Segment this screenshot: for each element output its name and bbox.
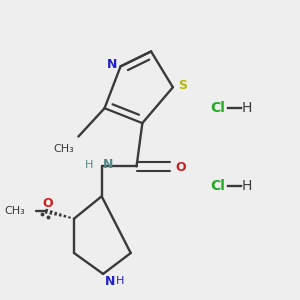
Text: H: H <box>242 101 252 115</box>
Text: CH₃: CH₃ <box>53 144 74 154</box>
Text: CH₃: CH₃ <box>4 206 25 216</box>
Text: Cl: Cl <box>211 101 225 115</box>
Text: O: O <box>176 161 186 174</box>
Text: H: H <box>85 160 93 170</box>
Text: O: O <box>43 197 53 210</box>
Text: N: N <box>103 158 113 171</box>
Text: N: N <box>106 58 117 71</box>
Text: H: H <box>242 179 252 193</box>
Text: H: H <box>116 276 124 286</box>
Text: Cl: Cl <box>211 179 225 193</box>
Text: N: N <box>105 275 115 288</box>
Text: S: S <box>178 79 188 92</box>
